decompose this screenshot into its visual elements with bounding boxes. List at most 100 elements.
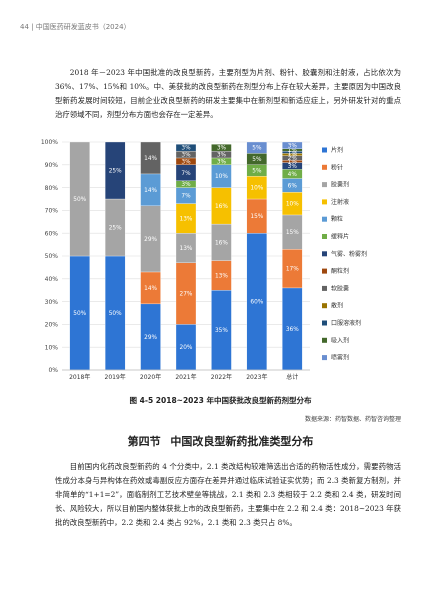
data-label: 13%: [215, 273, 228, 279]
data-label: 14%: [144, 156, 157, 162]
legend-label: 酮粒剂: [331, 267, 349, 275]
page-header: 44 | 中国医药研发蓝皮书（2024）: [20, 23, 131, 31]
data-label: 50%: [73, 311, 86, 317]
legend-swatch: [322, 147, 327, 153]
data-label: 3%: [181, 146, 191, 152]
data-label: 6%: [288, 183, 298, 189]
data-label: 14%: [144, 188, 157, 194]
figure-source: 数据来源：药智数据、药智咨询整理: [304, 416, 401, 423]
legend-swatch: [322, 303, 327, 309]
legend-swatch: [322, 182, 327, 188]
x-tick-label: 2022年: [211, 373, 232, 381]
x-tick-label: 总计: [286, 373, 298, 381]
x-tick-label: 2021年: [175, 373, 196, 381]
legend-swatch: [322, 337, 327, 343]
data-label: 15%: [286, 230, 299, 236]
data-label: 36%: [286, 327, 299, 333]
y-tick-label: 80%: [45, 185, 59, 192]
y-tick-label: 20%: [45, 322, 59, 329]
y-tick-label: 0%: [48, 367, 58, 374]
legend-label: 片剂: [331, 146, 343, 154]
bar-segment: [211, 144, 232, 152]
legend-label: 胶囊剂: [331, 181, 349, 189]
data-label: 1%: [288, 150, 298, 156]
data-label: 5%: [252, 157, 262, 163]
legend-swatch: [322, 199, 327, 205]
x-tick-label: 2019年: [105, 373, 126, 381]
legend-swatch: [322, 164, 327, 170]
data-label: 13%: [180, 246, 193, 252]
bar-segment: [246, 141, 268, 154]
legend-swatch: [322, 216, 327, 222]
data-label: 3%: [181, 182, 191, 188]
section-heading: 第四节 中国改良型新药批准类型分布: [0, 433, 441, 449]
data-label: 13%: [180, 216, 193, 222]
y-tick-label: 70%: [45, 208, 59, 215]
stacked-bar-chart-svg: 0% 10% 20% 30% 40% 50% 60% 70% 80% 90% 100% 50% 50% 2…: [41, 139, 367, 381]
legend-swatch: [322, 234, 327, 239]
figure-caption: 图 4-5 2018~2023 年中国获批改良型新药剂型分布: [129, 396, 312, 405]
bar-segment: [282, 141, 303, 149]
data-label: 17%: [286, 267, 299, 273]
data-label: 5%: [252, 169, 262, 175]
legend-label: 软胶囊: [331, 284, 349, 292]
data-label: 16%: [215, 240, 228, 246]
data-label: 7%: [181, 171, 191, 177]
data-label: 3%: [217, 153, 227, 159]
legend-label: 颗粒: [331, 215, 343, 223]
section-title: 中国改良型新药批准类型分布: [170, 435, 314, 448]
data-label: 1%: [288, 153, 298, 159]
legend-label: 注射液: [331, 198, 349, 206]
data-label: 7%: [181, 194, 191, 200]
x-tick-label: 2023年: [246, 373, 267, 381]
data-label: 1%: [288, 159, 298, 165]
y-tick-label: 40%: [45, 276, 59, 283]
legend-swatch: [322, 320, 327, 326]
data-label: 15%: [250, 214, 263, 220]
y-tick-label: 10%: [45, 344, 59, 351]
legend-label: 缓释片: [331, 233, 349, 241]
data-label: 50%: [73, 197, 86, 203]
y-tick-label: 30%: [45, 299, 59, 306]
y-tick-label: 100%: [41, 139, 58, 146]
legend-label: 喷雾剂: [331, 354, 349, 362]
dosage-form-chart: 0% 10% 20% 30% 40% 50% 60% 70% 80% 90% 100% 50% 50% 2…: [30, 136, 420, 395]
section-number: 第四节: [127, 435, 161, 448]
data-label: 3%: [217, 159, 227, 165]
data-label: 25%: [109, 169, 122, 175]
bar-segment: [104, 141, 126, 200]
x-tick-label: 2018年: [69, 373, 90, 381]
data-label: 14%: [144, 286, 157, 292]
y-tick-label: 90%: [45, 162, 59, 169]
data-label: 3%: [288, 143, 298, 149]
data-label: 3%: [181, 153, 191, 159]
legend-label: 口服溶液剂: [331, 319, 361, 327]
y-tick-label: 50%: [45, 253, 59, 260]
x-tick-label: 2020年: [140, 373, 161, 381]
data-label: 20%: [180, 345, 193, 351]
legend-swatch: [322, 355, 327, 361]
legend-swatch: [322, 251, 327, 257]
data-label: 1%: [288, 148, 298, 154]
legend-swatch: [322, 285, 327, 291]
data-label: 27%: [180, 292, 193, 298]
data-label: 29%: [144, 237, 157, 243]
data-label: 10%: [286, 202, 299, 208]
data-label: 5%: [252, 146, 262, 152]
legend-label: 气雾、粉雾剂: [331, 250, 367, 258]
legend-swatch: [322, 268, 327, 274]
legend-label: 吸入剂: [331, 336, 349, 344]
bar-segment: [175, 144, 197, 152]
data-label: 35%: [215, 328, 228, 334]
legend-label: 散剂: [331, 302, 343, 310]
data-label: 60%: [250, 300, 263, 306]
bar-segment: [140, 141, 161, 175]
y-tick-label: 60%: [45, 230, 59, 237]
data-label: 29%: [144, 335, 157, 341]
data-label: 2%: [288, 156, 298, 162]
section-paragraph: 目前国内化药改良型新药的 4 个分类中，2.1 类改结构较难筛选出合适的药物活性…: [55, 462, 401, 527]
data-label: 3%: [181, 159, 191, 165]
data-label: 16%: [215, 204, 228, 210]
intro-paragraph: 2018 年－2023 年中国批准的改良型新药，主要剂型为片剂、粉针、胶囊剂和注…: [55, 68, 401, 119]
legend-label: 粉针: [331, 163, 343, 171]
